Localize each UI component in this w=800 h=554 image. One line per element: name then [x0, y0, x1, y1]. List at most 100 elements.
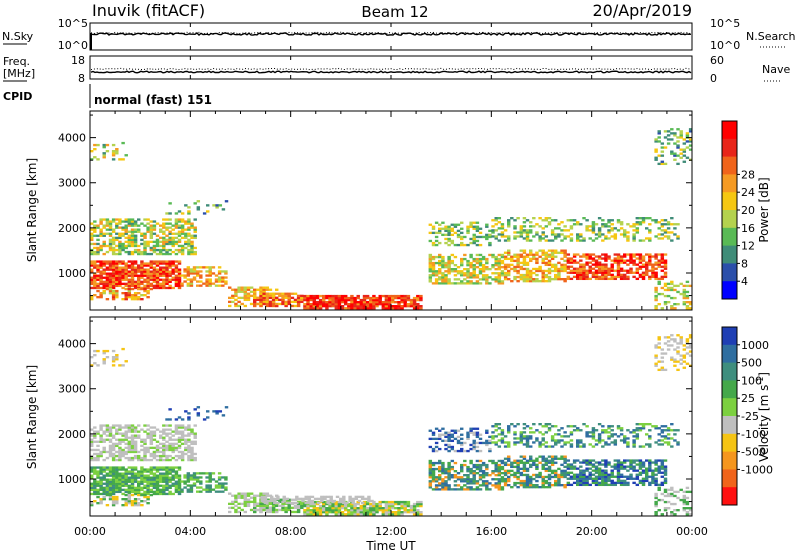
power-cell	[347, 305, 351, 308]
power-cell	[102, 276, 106, 279]
power-cell	[591, 273, 596, 277]
velocity-cell	[137, 474, 141, 477]
power-colorbar-swatch	[722, 263, 737, 282]
velocity-cell	[105, 480, 110, 483]
velocity-cell	[607, 475, 611, 478]
power-cell	[159, 250, 163, 254]
velocity-cell	[231, 502, 235, 506]
power-cell	[143, 250, 147, 254]
power-cell	[626, 231, 630, 234]
velocity-cell	[576, 441, 580, 444]
velocity-cell	[579, 439, 583, 442]
velocity-cell	[174, 448, 179, 452]
velocity-cell	[208, 480, 212, 483]
velocity-cell	[673, 494, 677, 498]
velocity-cell	[585, 481, 589, 485]
velocity-cell	[529, 465, 533, 469]
velocity-cell	[303, 509, 307, 512]
power-cell	[140, 232, 144, 235]
velocity-cell	[356, 507, 360, 510]
power-cell	[500, 280, 505, 283]
velocity-cell	[318, 504, 323, 508]
velocity-cell	[522, 486, 527, 489]
velocity-cell	[557, 441, 561, 444]
velocity-cell	[190, 450, 194, 454]
velocity-cell	[497, 488, 502, 491]
velocity-cell	[513, 425, 517, 428]
velocity-cell	[601, 471, 605, 474]
velocity-cell	[497, 465, 502, 469]
power-cell	[641, 271, 646, 274]
power-cell	[130, 242, 135, 246]
power-cell	[387, 307, 392, 310]
power-cell	[353, 307, 357, 310]
velocity-cell	[137, 502, 141, 505]
velocity-cell	[127, 442, 132, 446]
power-cell	[189, 278, 194, 281]
velocity-cell	[503, 469, 508, 473]
power-cell	[108, 248, 113, 252]
power-cell	[638, 255, 643, 258]
velocity-cell	[563, 461, 567, 464]
velocity-cell	[441, 482, 445, 485]
velocity-cell	[243, 510, 248, 514]
velocity-cell	[281, 502, 285, 506]
power-cell	[428, 261, 433, 265]
power-cell	[253, 298, 257, 302]
velocity-cell	[438, 482, 442, 485]
power-cell	[127, 224, 132, 227]
velocity-cell	[660, 467, 665, 470]
velocity-cell	[256, 508, 260, 512]
velocity-cell	[253, 500, 257, 504]
power-cell	[140, 276, 144, 279]
velocity-cell	[133, 440, 138, 443]
power-cell	[96, 250, 100, 254]
velocity-cell	[378, 507, 382, 510]
velocity-cell	[140, 444, 144, 448]
power-cell	[143, 236, 147, 240]
power-cell	[205, 266, 209, 269]
power-cell	[115, 152, 119, 155]
power-cell	[660, 154, 665, 157]
power-cell	[394, 296, 398, 300]
power-cell	[629, 225, 633, 228]
velocity-cell	[588, 461, 592, 464]
velocity-cell	[184, 440, 188, 443]
power-cell	[99, 220, 103, 223]
velocity-cell	[149, 490, 154, 494]
velocity-cell	[111, 436, 116, 439]
power-cell	[481, 268, 486, 271]
power-cell	[397, 301, 401, 304]
power-cell	[447, 280, 451, 283]
power-cell	[497, 257, 502, 261]
power-cell	[130, 278, 135, 281]
power-cell	[685, 132, 690, 135]
power-cell	[579, 269, 583, 272]
power-cell	[679, 132, 683, 135]
power-cell	[111, 266, 116, 269]
power-cell	[481, 235, 486, 239]
power-cell	[115, 270, 119, 273]
power-cell	[284, 302, 288, 306]
power-cell	[96, 158, 100, 161]
power-cell	[140, 250, 144, 254]
power-cell	[444, 278, 448, 281]
velocity-cell	[111, 470, 116, 473]
velocity-cell	[478, 433, 483, 436]
velocity-cell	[177, 484, 182, 487]
power-cell	[673, 296, 677, 300]
power-cell	[472, 241, 476, 245]
power-cell	[557, 267, 561, 271]
power-cell	[494, 278, 498, 281]
power-cell	[604, 237, 608, 240]
power-cell	[576, 269, 580, 272]
velocity-cell	[187, 438, 191, 441]
power-cell	[431, 268, 436, 271]
velocity-cell	[331, 504, 335, 508]
power-cell	[582, 267, 586, 270]
power-cell	[214, 284, 219, 287]
power-cell	[491, 229, 495, 232]
power-cell	[177, 270, 182, 273]
velocity-cell	[503, 445, 508, 448]
power-cell	[208, 268, 212, 271]
